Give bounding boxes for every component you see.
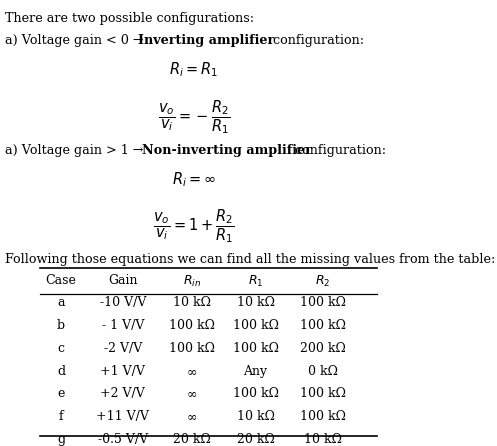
Text: 100 kΩ: 100 kΩ bbox=[169, 319, 215, 332]
Text: 10 kΩ: 10 kΩ bbox=[237, 296, 275, 309]
Text: 100 kΩ: 100 kΩ bbox=[300, 296, 346, 309]
Text: f: f bbox=[59, 410, 64, 423]
Text: Following those equations we can find all the missing values from the table:: Following those equations we can find al… bbox=[5, 253, 496, 266]
Text: 100 kΩ: 100 kΩ bbox=[233, 342, 279, 355]
Text: a: a bbox=[57, 296, 65, 309]
Text: e: e bbox=[57, 388, 65, 401]
Text: b: b bbox=[57, 319, 65, 332]
Text: ∞: ∞ bbox=[187, 410, 197, 423]
Text: 100 kΩ: 100 kΩ bbox=[233, 388, 279, 401]
Text: ∞: ∞ bbox=[187, 365, 197, 378]
Text: 0 kΩ: 0 kΩ bbox=[308, 365, 338, 378]
Text: - 1 V/V: - 1 V/V bbox=[101, 319, 144, 332]
Text: -10 V/V: -10 V/V bbox=[99, 296, 146, 309]
Text: +11 V/V: +11 V/V bbox=[96, 410, 149, 423]
Text: Gain: Gain bbox=[108, 274, 138, 287]
Text: c: c bbox=[58, 342, 65, 355]
Text: 10 kΩ: 10 kΩ bbox=[304, 433, 342, 446]
Text: 20 kΩ: 20 kΩ bbox=[237, 433, 274, 446]
Text: configuration:: configuration: bbox=[269, 34, 364, 47]
Text: 200 kΩ: 200 kΩ bbox=[300, 342, 346, 355]
Text: $\dfrac{v_o}{v_i} = 1 + \dfrac{R_2}{R_1}$: $\dfrac{v_o}{v_i} = 1 + \dfrac{R_2}{R_1}… bbox=[153, 207, 235, 245]
Text: +1 V/V: +1 V/V bbox=[100, 365, 145, 378]
Text: $R_i = \infty$: $R_i = \infty$ bbox=[172, 170, 216, 189]
Text: $R_2$: $R_2$ bbox=[316, 274, 331, 289]
Text: 100 kΩ: 100 kΩ bbox=[300, 388, 346, 401]
Text: 100 kΩ: 100 kΩ bbox=[300, 319, 346, 332]
Text: There are two possible configurations:: There are two possible configurations: bbox=[5, 12, 254, 25]
Text: -0.5 V/V: -0.5 V/V bbox=[97, 433, 148, 446]
Text: $\dfrac{v_o}{v_i} = -\dfrac{R_2}{R_1}$: $\dfrac{v_o}{v_i} = -\dfrac{R_2}{R_1}$ bbox=[158, 98, 230, 136]
Text: a) Voltage gain < 0 →: a) Voltage gain < 0 → bbox=[5, 34, 148, 47]
Text: a) Voltage gain > 1 →: a) Voltage gain > 1 → bbox=[5, 144, 148, 157]
Text: Inverting amplifier: Inverting amplifier bbox=[138, 34, 274, 47]
Text: d: d bbox=[57, 365, 65, 378]
Text: 10 kΩ: 10 kΩ bbox=[237, 410, 275, 423]
Text: configuration:: configuration: bbox=[291, 144, 386, 157]
Text: Any: Any bbox=[244, 365, 268, 378]
Text: 100 kΩ: 100 kΩ bbox=[169, 342, 215, 355]
Text: $R_i = R_1$: $R_i = R_1$ bbox=[169, 61, 219, 79]
Text: 20 kΩ: 20 kΩ bbox=[173, 433, 211, 446]
Text: $R_{in}$: $R_{in}$ bbox=[183, 274, 201, 289]
Text: ∞: ∞ bbox=[187, 388, 197, 401]
Text: -2 V/V: -2 V/V bbox=[103, 342, 142, 355]
Text: g: g bbox=[57, 433, 65, 446]
Text: +2 V/V: +2 V/V bbox=[100, 388, 145, 401]
Text: Non-inverting amplifier: Non-inverting amplifier bbox=[142, 144, 312, 157]
Text: $R_1$: $R_1$ bbox=[248, 274, 263, 289]
Text: 10 kΩ: 10 kΩ bbox=[173, 296, 211, 309]
Text: 100 kΩ: 100 kΩ bbox=[233, 319, 279, 332]
Text: 100 kΩ: 100 kΩ bbox=[300, 410, 346, 423]
Text: Case: Case bbox=[46, 274, 77, 287]
